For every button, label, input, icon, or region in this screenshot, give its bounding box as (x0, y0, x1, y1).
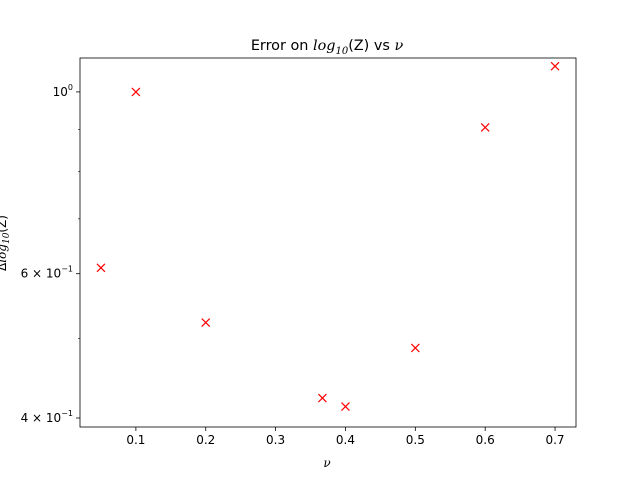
x-tick-label: 0.7 (545, 433, 564, 447)
x-tick-label: 0.6 (476, 433, 495, 447)
data-point (410, 343, 420, 353)
x-tick-label: 0.4 (336, 433, 355, 447)
axes-frame (79, 57, 577, 428)
x-tick-label: 0.3 (266, 433, 285, 447)
data-point (131, 87, 141, 97)
data-point (96, 263, 106, 273)
x-tick-label: 0.2 (196, 433, 215, 447)
plot-area: 0.1 0.2 0.3 0.4 0.5 0.6 0.7 4 × 10−1 6 × 10−1 100 (21, 57, 577, 447)
data-point (317, 393, 327, 403)
data-point (341, 402, 350, 412)
data-point (480, 123, 490, 132)
y-tick-label: 100 (53, 83, 73, 99)
x-axis-label: ν (323, 456, 330, 470)
y-tick-label: 4 × 10−1 (21, 409, 73, 425)
x-tick-label: 0.5 (406, 433, 425, 447)
chart-title: Error on log10(Z) vs ν (251, 38, 404, 57)
data-point (550, 61, 560, 71)
x-tick-label: 0.1 (126, 433, 145, 447)
y-axis-label: Δlog10(Z) (0, 215, 12, 271)
y-tick-label: 6 × 10−1 (21, 265, 73, 281)
data-point (201, 318, 211, 328)
